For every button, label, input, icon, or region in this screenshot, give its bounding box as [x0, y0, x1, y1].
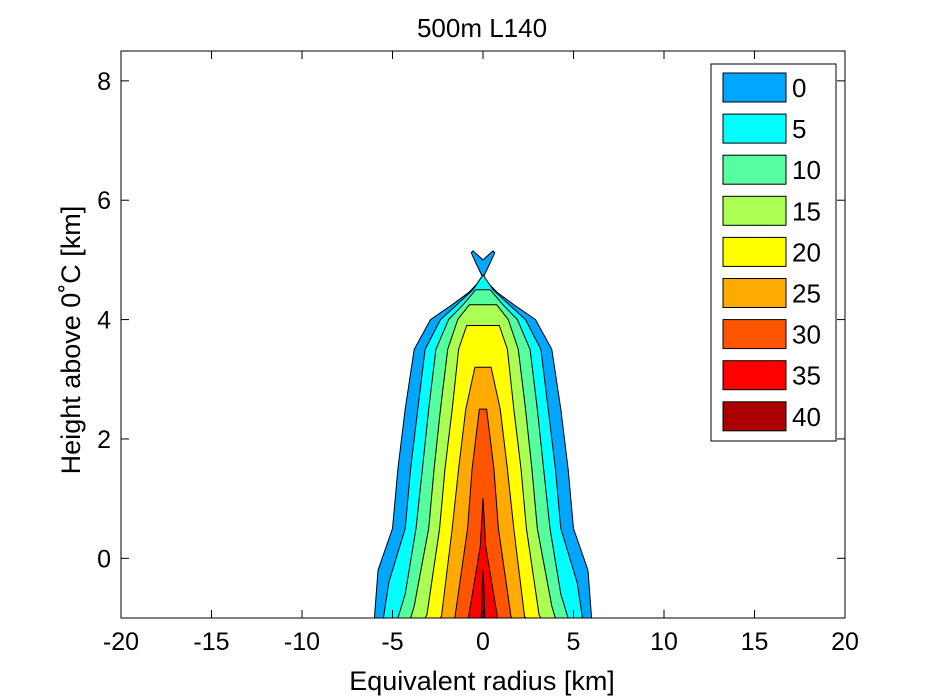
legend-label-35: 35 — [792, 361, 821, 391]
legend-swatch-35 — [722, 360, 787, 391]
legend-swatch-30 — [722, 319, 787, 350]
legend-label-20: 20 — [792, 237, 821, 267]
legend-swatch-40 — [722, 401, 787, 432]
x-tick-label: 15 — [741, 628, 769, 656]
legend-label-40: 40 — [792, 402, 821, 432]
y-tick-label: 6 — [97, 187, 111, 215]
y-axis-label: Height above 0˚C [km] — [56, 206, 86, 475]
legend-swatch-10 — [722, 154, 787, 185]
legend-label-5: 5 — [792, 114, 806, 144]
x-tick-label: -5 — [381, 628, 403, 656]
legend-label-0: 0 — [792, 73, 806, 103]
legend-label-15: 15 — [792, 196, 821, 226]
legend-swatch-15 — [722, 195, 787, 226]
x-axis-label: Equivalent radius [km] — [349, 666, 615, 696]
y-tick-label: 0 — [97, 545, 111, 573]
x-tick-label: 5 — [567, 628, 581, 656]
x-tick-label: -10 — [284, 628, 320, 656]
legend-swatch-20 — [722, 236, 787, 267]
legend-label-30: 30 — [792, 320, 821, 350]
x-tick-label: 20 — [831, 628, 859, 656]
chart-title: 500m L140 — [417, 13, 547, 43]
legend: 0 5 10 15 20 25 30 35 40 — [710, 63, 837, 442]
x-tick-label: -15 — [193, 628, 229, 656]
legend-label-25: 25 — [792, 279, 821, 309]
legend-swatch-5 — [722, 113, 787, 144]
legend-swatch-25 — [722, 278, 787, 308]
legend-swatch-0 — [722, 72, 787, 103]
axis-ticks: -20 -15 -10 -5 0 5 10 15 20 0 2 4 6 8 — [97, 51, 859, 656]
x-tick-label: -20 — [103, 628, 139, 656]
contour-fills — [373, 250, 593, 619]
x-tick-label: 0 — [476, 628, 490, 656]
y-tick-label: 8 — [97, 68, 111, 96]
x-tick-label: 10 — [650, 628, 678, 656]
legend-label-10: 10 — [792, 155, 821, 185]
y-tick-label: 2 — [97, 426, 111, 454]
y-tick-label: 4 — [97, 307, 111, 335]
